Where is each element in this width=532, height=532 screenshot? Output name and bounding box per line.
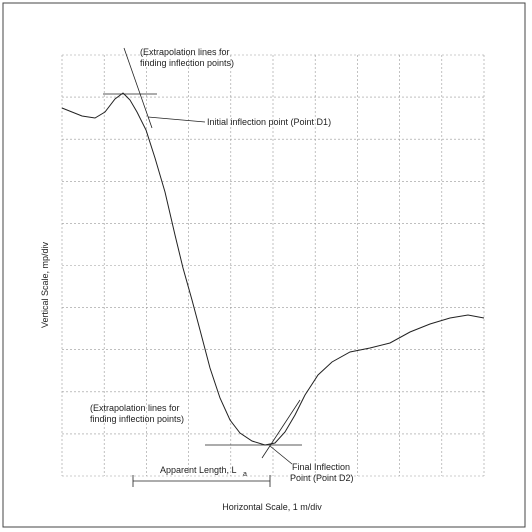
y-axis-label: Vertical Scale, mp/div: [40, 241, 50, 328]
extrapolation-line: [123, 47, 153, 129]
frame: [2, 2, 526, 528]
annotation: Point (Point D2): [290, 473, 354, 483]
annotation: (Extrapolation lines for: [90, 403, 180, 413]
annotation: finding inflection points): [90, 414, 184, 424]
annotation: Initial inflection point (Point D1): [207, 117, 331, 127]
x-axis-label: Horizontal Scale, 1 m/div: [222, 502, 322, 512]
leader-line: [147, 116, 206, 123]
annotation: (Extrapolation lines for: [140, 47, 230, 57]
annotation-subscript: a: [243, 471, 247, 478]
leader-line: [269, 445, 293, 465]
extrapolation-line: [261, 399, 301, 459]
annotation: Apparent Length, L: [160, 465, 237, 475]
annotation: Final Inflection: [292, 462, 350, 472]
annotation: finding inflection points): [140, 58, 234, 68]
